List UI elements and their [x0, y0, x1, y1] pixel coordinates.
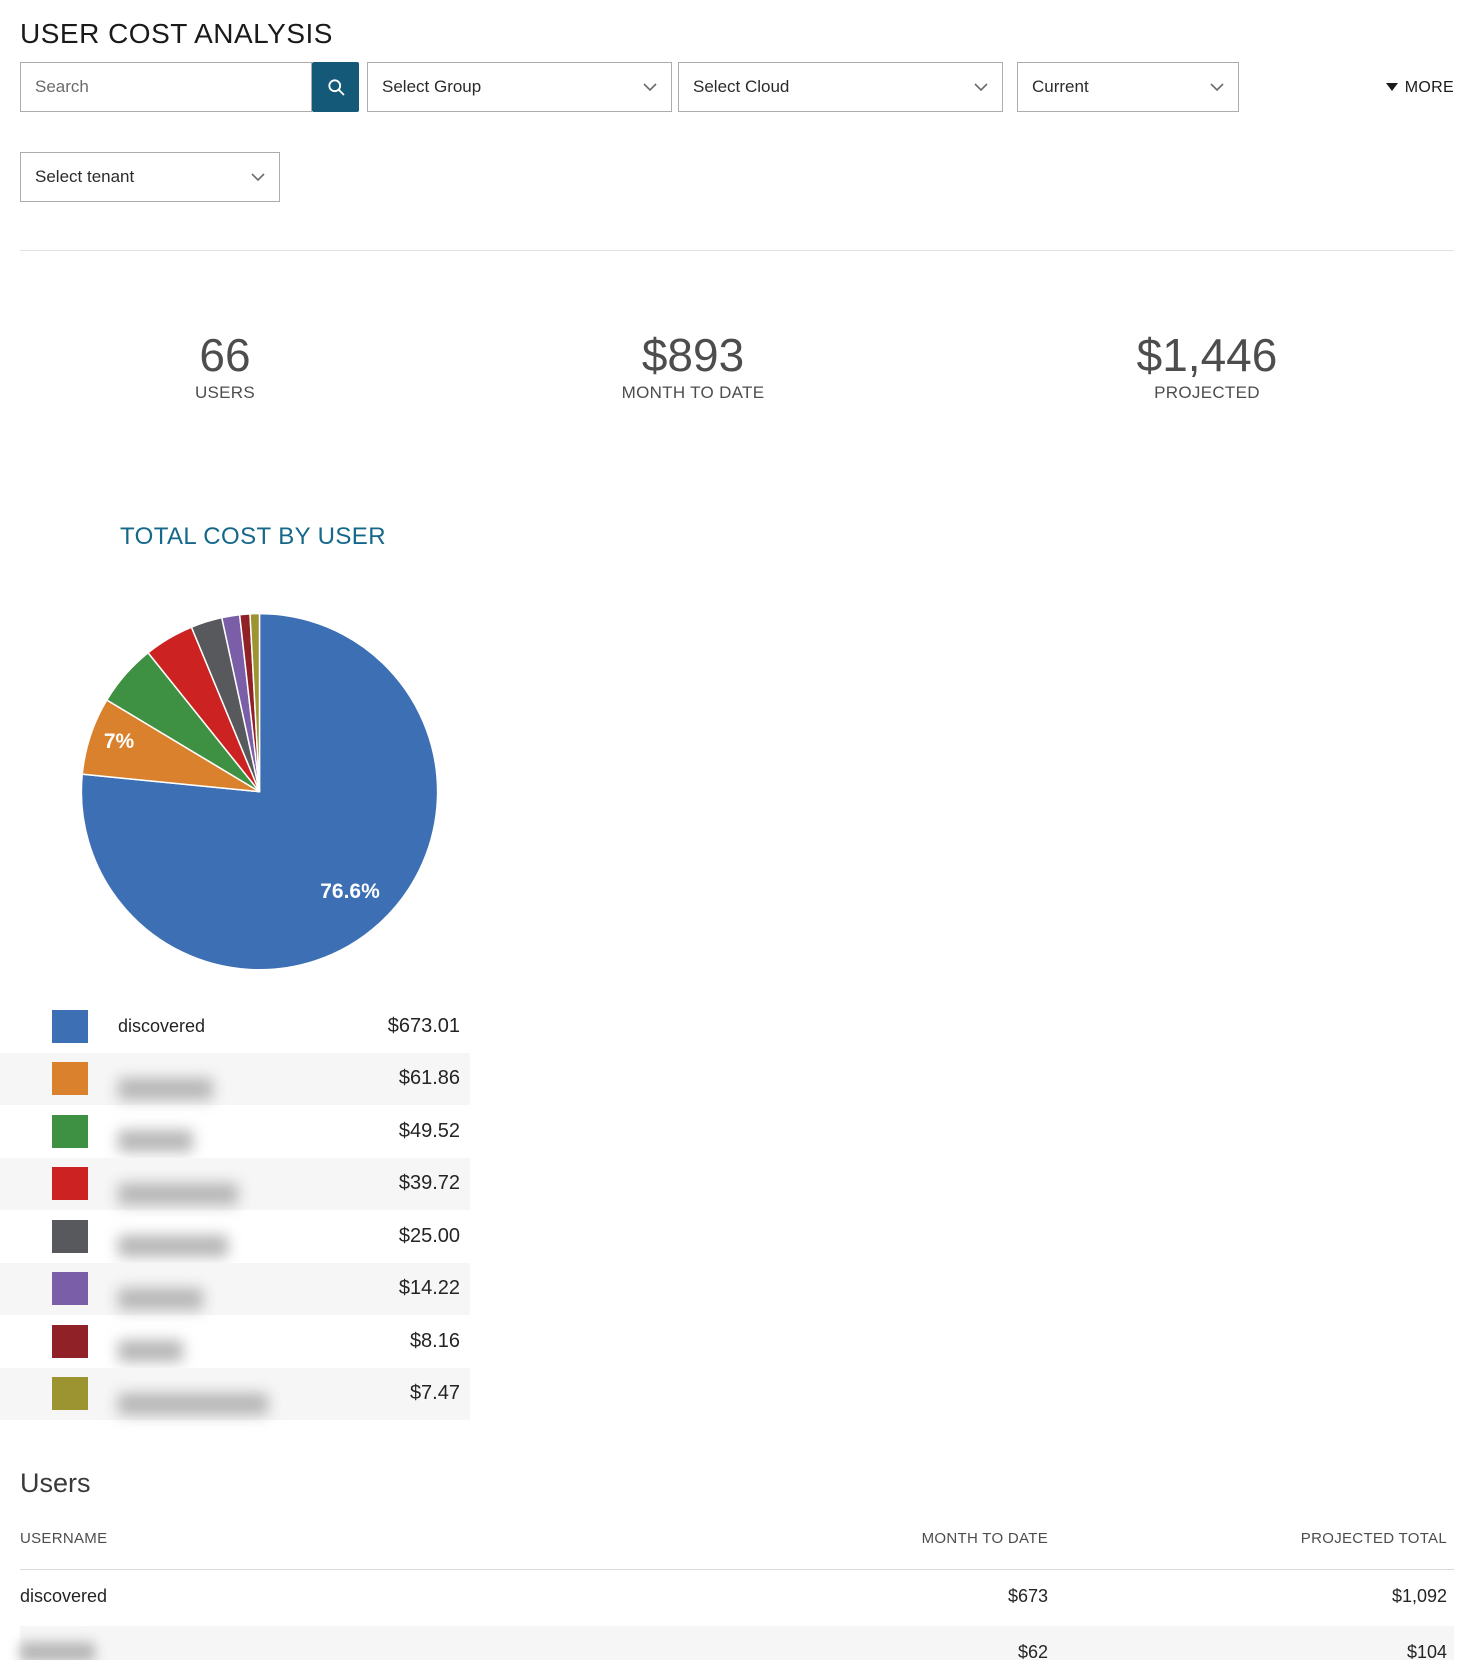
svg-text:76.6%: 76.6% [320, 880, 380, 903]
svg-text:7%: 7% [104, 730, 135, 753]
